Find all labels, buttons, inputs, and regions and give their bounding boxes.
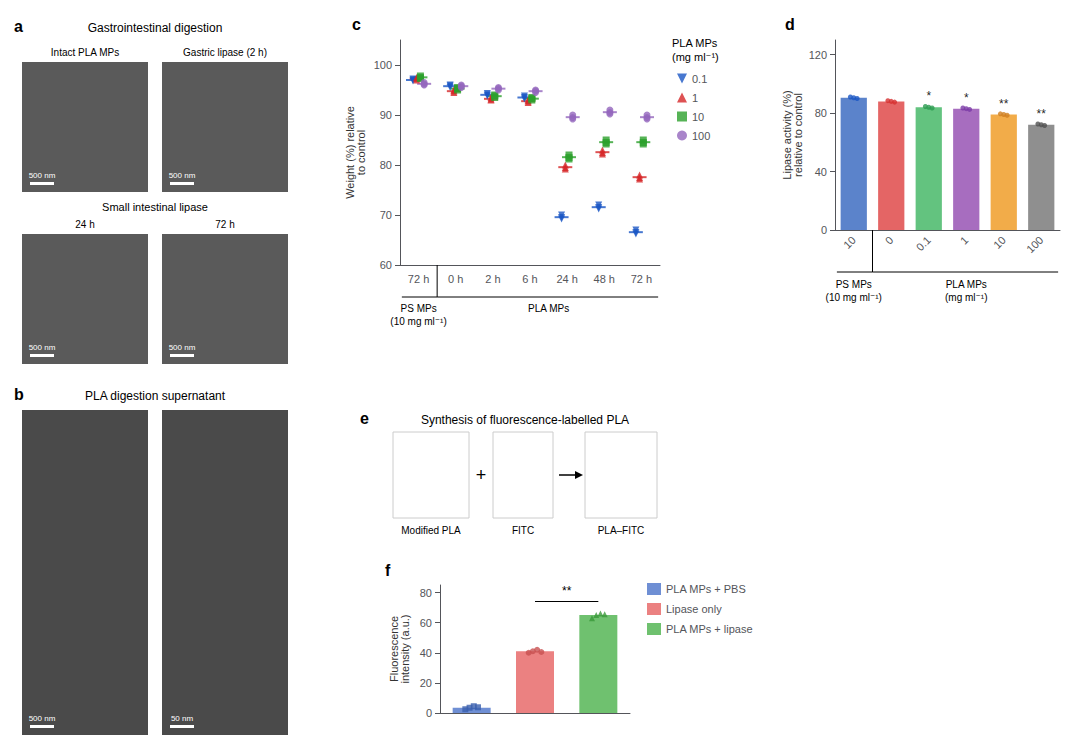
svg-text:100: 100 (692, 130, 710, 142)
svg-text:Gastrointestinal digestion: Gastrointestinal digestion (88, 21, 223, 35)
svg-text:Fluorescence: Fluorescence (387, 616, 400, 682)
svg-text:relative to control: relative to control (792, 93, 804, 177)
svg-text:500 nm: 500 nm (29, 714, 56, 723)
svg-text:90: 90 (380, 109, 392, 121)
svg-text:6 h: 6 h (522, 273, 537, 285)
svg-text:PLA MPs: PLA MPs (946, 279, 987, 290)
svg-text:24 h: 24 h (75, 219, 94, 230)
svg-text:0.1: 0.1 (914, 234, 933, 253)
svg-text:**: ** (999, 97, 1009, 111)
svg-text:f: f (385, 562, 391, 579)
svg-text:20: 20 (420, 677, 432, 689)
svg-text:Gastric lipase (2 h): Gastric lipase (2 h) (183, 47, 267, 58)
svg-text:to control: to control (355, 130, 367, 175)
svg-text:PLA MPs: PLA MPs (528, 303, 569, 314)
svg-text:(mg ml⁻¹): (mg ml⁻¹) (672, 51, 719, 63)
svg-text:**: ** (562, 584, 572, 598)
svg-text:500 nm: 500 nm (29, 343, 56, 352)
svg-text:80: 80 (420, 587, 432, 599)
svg-text:intensity (a.u.): intensity (a.u.) (399, 614, 411, 683)
svg-text:500 nm: 500 nm (169, 171, 196, 180)
svg-text:PS MPs: PS MPs (401, 303, 437, 314)
svg-text:a: a (14, 18, 23, 35)
svg-text:d: d (785, 16, 795, 33)
svg-text:10: 10 (841, 234, 858, 251)
svg-text:10: 10 (991, 234, 1008, 251)
svg-text:0 h: 0 h (448, 273, 463, 285)
svg-text:Weight (%) relative: Weight (%) relative (343, 106, 356, 199)
svg-text:70: 70 (380, 209, 392, 221)
svg-text:0.1: 0.1 (692, 73, 707, 85)
svg-text:1: 1 (958, 234, 971, 247)
svg-text:Lipase only: Lipase only (666, 603, 722, 615)
svg-text:72 h: 72 h (631, 273, 652, 285)
svg-text:Small intestinal lipase: Small intestinal lipase (102, 201, 208, 213)
svg-text:60: 60 (380, 259, 392, 271)
svg-text:2 h: 2 h (485, 273, 500, 285)
svg-text:(10 mg ml⁻¹): (10 mg ml⁻¹) (826, 292, 882, 303)
svg-text:120: 120 (809, 49, 827, 61)
svg-text:0: 0 (821, 224, 827, 236)
svg-text:*: * (926, 89, 931, 103)
svg-text:48 h: 48 h (594, 273, 615, 285)
svg-text:80: 80 (380, 159, 392, 171)
svg-text:40: 40 (815, 166, 827, 178)
svg-text:10: 10 (692, 111, 704, 123)
svg-text:(mg ml⁻¹): (mg ml⁻¹) (945, 292, 988, 303)
svg-text:50 nm: 50 nm (171, 714, 194, 723)
svg-text:100: 100 (1024, 234, 1045, 255)
svg-text:500 nm: 500 nm (29, 171, 56, 180)
svg-text:1: 1 (692, 92, 698, 104)
svg-text:0: 0 (426, 707, 432, 719)
svg-text:Synthesis of fluorescence-labe: Synthesis of fluorescence-labelled PLA (421, 413, 629, 427)
svg-text:**: ** (1037, 107, 1047, 121)
svg-text:0: 0 (883, 234, 896, 247)
svg-text:80: 80 (815, 107, 827, 119)
svg-text:40: 40 (420, 647, 432, 659)
svg-text:+: + (476, 465, 487, 485)
svg-text:Intact PLA MPs: Intact PLA MPs (51, 47, 119, 58)
svg-text:60: 60 (420, 617, 432, 629)
svg-text:FITC: FITC (512, 525, 534, 536)
svg-text:*: * (964, 91, 969, 105)
svg-text:Lipase activity (%): Lipase activity (%) (780, 90, 793, 180)
svg-text:72 h: 72 h (408, 273, 429, 285)
svg-text:24 h: 24 h (556, 273, 577, 285)
svg-text:500 nm: 500 nm (169, 343, 196, 352)
svg-text:PLA digestion supernatant: PLA digestion supernatant (85, 389, 226, 403)
svg-text:b: b (14, 386, 24, 403)
svg-text:PLA MPs + PBS: PLA MPs + PBS (666, 583, 746, 595)
svg-text:Modified PLA: Modified PLA (401, 525, 461, 536)
svg-text:PLA MPs + lipase: PLA MPs + lipase (666, 623, 753, 635)
svg-text:PLA MPs: PLA MPs (672, 37, 718, 49)
svg-text:PLA–FITC: PLA–FITC (598, 525, 645, 536)
svg-text:(10 mg ml⁻¹): (10 mg ml⁻¹) (390, 316, 446, 327)
svg-text:72 h: 72 h (215, 219, 234, 230)
svg-text:e: e (360, 410, 369, 427)
svg-text:c: c (352, 16, 361, 33)
svg-text:100: 100 (374, 59, 392, 71)
svg-text:PS MPs: PS MPs (836, 279, 872, 290)
